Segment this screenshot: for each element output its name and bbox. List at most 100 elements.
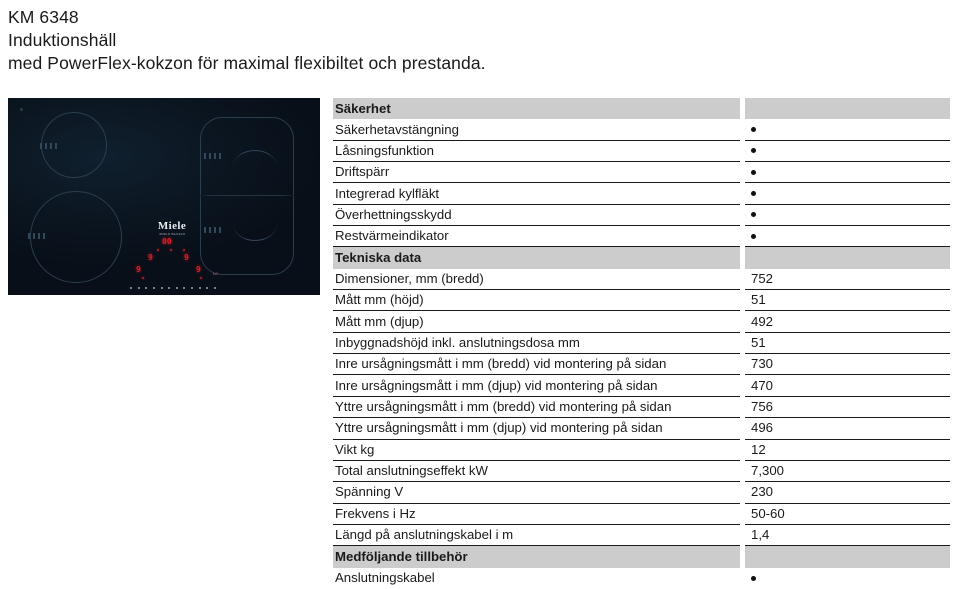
spec-value: 730	[745, 354, 950, 376]
bullet-icon	[751, 191, 756, 197]
spec-bullet	[745, 162, 950, 184]
spec-bullet	[745, 568, 950, 589]
display-zone-3: 9	[136, 265, 141, 274]
bullet-icon	[751, 169, 756, 175]
table-row: Integrerad kylfläkt	[333, 183, 950, 205]
panel-dot-icon	[157, 249, 159, 251]
touch-slider	[130, 287, 216, 289]
spec-value: 752	[745, 269, 950, 291]
table-row: Säkerhetavstängning	[333, 119, 950, 141]
powerflex-arc-top-icon	[233, 150, 277, 167]
product-type: Induktionshäll	[8, 30, 117, 50]
indicator-dot-icon	[20, 108, 23, 111]
control-panel: 00 9 9 9 9 kW	[126, 238, 218, 290]
spec-value: 492	[745, 311, 950, 333]
spec-label: Restvärmeindikator	[333, 226, 740, 248]
spec-bullet	[745, 205, 950, 227]
spec-label: Spänning V	[333, 482, 740, 504]
spec-bullet	[745, 119, 950, 141]
panel-dot-icon	[142, 277, 144, 279]
spec-label: Låsningsfunktion	[333, 141, 740, 163]
table-row: Överhettningsskydd	[333, 205, 950, 227]
spec-label: Längd på anslutningskabel i m	[333, 525, 740, 547]
table-row: Mått mm (höjd) 51	[333, 290, 950, 312]
zone-ticks-icon	[28, 233, 45, 239]
section-title: Tekniska data	[333, 247, 740, 269]
table-row: Inre ursågningsmått i mm (djup) vid mont…	[333, 375, 950, 397]
table-row: Mått mm (djup) 492	[333, 311, 950, 333]
table-row: Yttre ursågningsmått i mm (djup) vid mon…	[333, 418, 950, 440]
display-zone-1: 9	[148, 253, 153, 262]
zone-ticks-icon	[40, 143, 57, 149]
cooking-zone-large-icon	[30, 191, 122, 283]
spec-value: 756	[745, 397, 950, 419]
spec-value	[745, 546, 950, 568]
spec-value: 470	[745, 375, 950, 397]
spec-value	[745, 98, 950, 120]
panel-dot-icon	[183, 249, 185, 251]
bullet-icon	[751, 127, 756, 133]
display-zone-4: 9	[196, 265, 201, 274]
table-row: Yttre ursågningsmått i mm (bredd) vid mo…	[333, 397, 950, 419]
panel-dot-icon	[170, 249, 172, 251]
section-title: Medföljande tillbehör	[333, 546, 740, 568]
spec-value: 12	[745, 440, 950, 461]
page-title: KM 6348 Induktionshäll med PowerFlex-kok…	[8, 6, 628, 75]
spec-label: Driftspärr	[333, 162, 740, 184]
powerflex-arc-bottom-icon	[233, 224, 277, 241]
product-image: Miele IMMER BESSER 00 9 9 9 9 kW	[8, 98, 320, 295]
table-row: Anslutningskabel	[333, 568, 950, 589]
spec-bullet	[745, 141, 950, 163]
zone-ticks-icon	[204, 153, 221, 159]
spec-label: Inbyggnadshöjd inkl. anslutningsdosa mm	[333, 333, 740, 355]
spec-value	[745, 247, 950, 269]
bullet-icon	[751, 212, 756, 218]
table-row: Inre ursågningsmått i mm (bredd) vid mon…	[333, 354, 950, 376]
spec-bullet	[745, 183, 950, 205]
product-tagline: med PowerFlex-kokzon för maximal flexibi…	[8, 53, 486, 73]
panel-dot-icon	[200, 277, 202, 279]
zone-ticks-icon	[204, 227, 221, 233]
spec-label: Total anslutningseffekt kW	[333, 461, 740, 483]
spec-value: 51	[745, 333, 950, 355]
spec-label: Mått mm (höjd)	[333, 290, 740, 312]
specifications-table: Säkerhet Säkerhetavstängning Låsningsfunkt…	[333, 98, 950, 589]
display-main: 00	[162, 237, 172, 246]
spec-label: Anslutningskabel	[335, 570, 435, 586]
table-row: Låsningsfunktion	[333, 141, 950, 163]
spec-label: Inre ursågningsmått i mm (bredd) vid mon…	[333, 354, 740, 376]
brand-name: Miele	[157, 220, 187, 232]
spec-label: Mått mm (djup)	[333, 311, 740, 333]
table-row: Spänning V 230	[333, 482, 950, 504]
table-row: Restvärmeindikator	[333, 226, 950, 248]
table-row: Inbyggnadshöjd inkl. anslutningsdosa mm 5…	[333, 333, 950, 355]
spec-label: Inre ursågningsmått i mm (djup) vid mont…	[333, 375, 740, 397]
spec-label: Säkerhetavstängning	[333, 119, 740, 141]
section-title: Säkerhet	[333, 98, 740, 120]
product-model: KM 6348	[8, 7, 79, 27]
spec-bullet	[745, 226, 950, 248]
table-row: Dimensioner, mm (bredd) 752	[333, 269, 950, 291]
powerflex-divider-icon	[200, 195, 294, 196]
spec-label: Överhettningsskydd	[333, 205, 740, 227]
bullet-icon	[751, 575, 756, 581]
spec-value: 230	[745, 482, 950, 504]
panel-unit-label: kW	[212, 272, 218, 276]
spec-label: Vikt kg	[333, 440, 740, 461]
brand-slogan: IMMER BESSER	[158, 232, 186, 236]
bullet-icon	[751, 233, 756, 239]
spec-value: 7,300	[745, 461, 950, 483]
table-row: Frekvens i Hz 50-60	[333, 504, 950, 525]
bullet-icon	[751, 148, 756, 154]
powerflex-zone-icon	[200, 117, 294, 275]
spec-label: Dimensioner, mm (bredd)	[333, 269, 740, 291]
brand-logo: Miele IMMER BESSER	[148, 221, 196, 237]
table-section-header: Säkerhet	[333, 98, 950, 120]
spec-value: 1,4	[745, 525, 950, 547]
table-row: Driftspärr	[333, 162, 950, 184]
table-row: Längd på anslutningskabel i m 1,4	[333, 525, 950, 547]
table-row: Vikt kg 12	[333, 440, 950, 461]
spec-value: 496	[745, 418, 950, 440]
spec-label: Yttre ursågningsmått i mm (djup) vid mon…	[333, 418, 740, 440]
spec-value: 51	[745, 290, 950, 312]
